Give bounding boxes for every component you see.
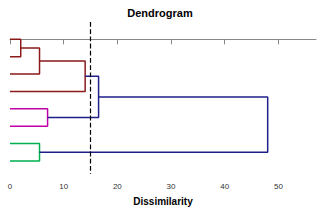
svg-text:10: 10 bbox=[59, 182, 68, 191]
svg-text:Dendrogram: Dendrogram bbox=[127, 7, 193, 19]
svg-text:Dissimilarity: Dissimilarity bbox=[133, 196, 193, 207]
svg-text:40: 40 bbox=[220, 182, 229, 191]
svg-text:20: 20 bbox=[113, 182, 122, 191]
svg-text:30: 30 bbox=[167, 182, 176, 191]
svg-text:50: 50 bbox=[274, 182, 283, 191]
svg-text:0: 0 bbox=[8, 182, 13, 191]
